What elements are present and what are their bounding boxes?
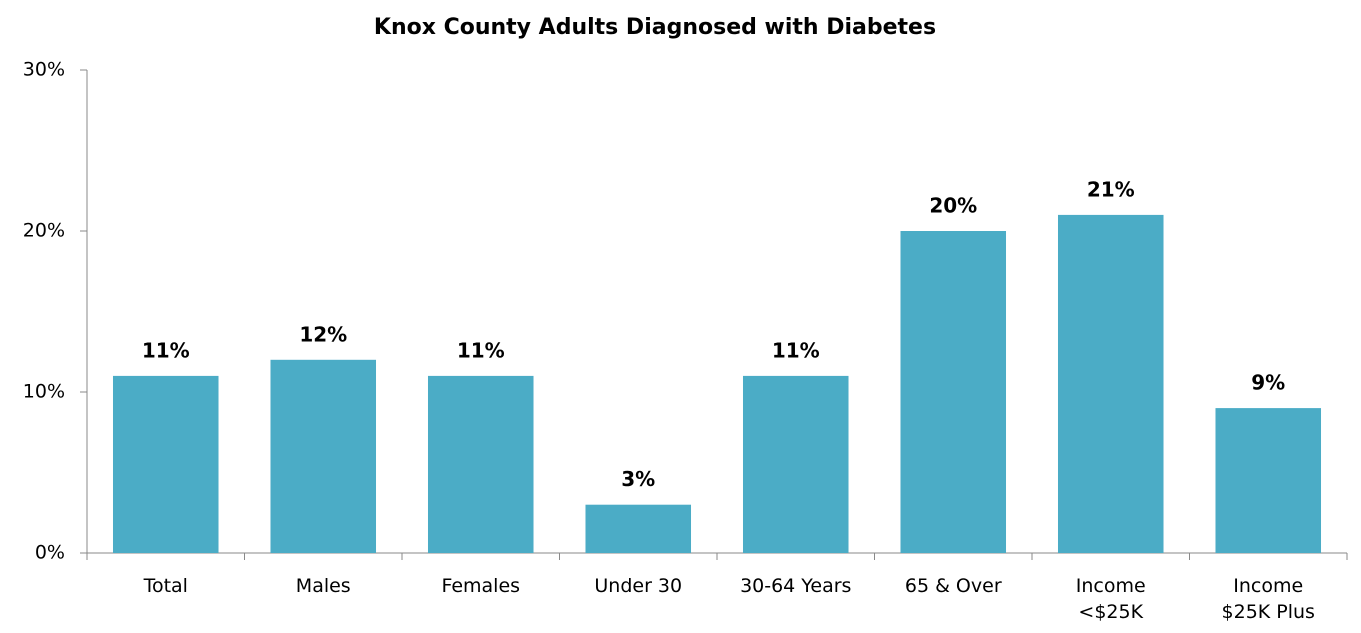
x-tick-label: 65 & Over xyxy=(904,575,1002,597)
bar xyxy=(1057,214,1164,553)
data-label: 11% xyxy=(142,338,190,362)
chart-title: Knox County Adults Diagnosed with Diabet… xyxy=(374,15,936,40)
bar xyxy=(270,359,377,553)
y-tick-label: 20% xyxy=(23,220,65,242)
x-tick-label: Income $25K Plus xyxy=(1221,575,1315,623)
bar xyxy=(112,375,219,553)
x-tick-label: Females xyxy=(441,575,521,597)
bar xyxy=(427,375,534,553)
x-tick-label: Under 30 xyxy=(594,575,683,597)
bar xyxy=(742,375,849,553)
data-label: 21% xyxy=(1087,177,1135,201)
data-label: 11% xyxy=(457,338,505,362)
x-tick-label: Total xyxy=(143,575,188,597)
bar xyxy=(900,231,1007,553)
data-label: 20% xyxy=(929,194,977,218)
bar xyxy=(1215,408,1322,553)
y-tick-label: 10% xyxy=(23,381,65,403)
x-tick-label: 30-64 Years xyxy=(740,575,852,597)
x-tick-label: Income <$25K xyxy=(1075,575,1146,623)
data-label: 3% xyxy=(621,467,655,491)
data-label: 11% xyxy=(772,338,820,362)
data-label: 12% xyxy=(299,322,347,346)
x-tick-label: Males xyxy=(295,575,351,597)
data-label: 9% xyxy=(1251,371,1285,395)
bar xyxy=(585,504,692,553)
y-tick-label: 30% xyxy=(23,59,65,81)
y-tick-label: 0% xyxy=(35,542,65,564)
